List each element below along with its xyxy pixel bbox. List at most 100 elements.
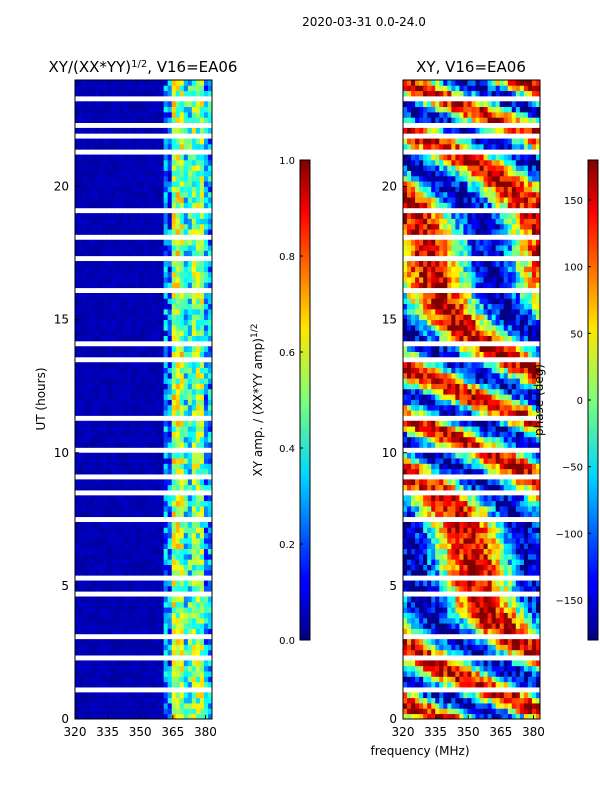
heatmap-cell [195, 442, 201, 448]
heatmap-cell [415, 601, 420, 608]
heatmap-cell [479, 495, 484, 502]
heatmap-cell [143, 138, 148, 145]
heatmap-cell [423, 521, 428, 528]
heatmap-cell [151, 223, 156, 230]
heatmap-cell [175, 197, 181, 203]
heatmap-cell [531, 479, 537, 486]
heatmap-cell [147, 314, 152, 321]
heatmap-cell [431, 681, 436, 688]
heatmap-cell [519, 463, 525, 470]
heatmap-cell [147, 458, 152, 464]
heatmap-cell [119, 159, 124, 166]
heatmap-cell [119, 239, 124, 246]
heatmap-cell [167, 580, 173, 587]
heatmap-cell [431, 665, 436, 672]
heatmap-cell [127, 628, 132, 635]
heatmap-cell [135, 692, 140, 699]
heatmap-cell [99, 143, 104, 150]
heatmap-cell [187, 484, 193, 491]
heatmap-cell [195, 90, 201, 97]
heatmap-cell [91, 351, 96, 358]
heatmap-cell [95, 596, 100, 603]
heatmap-cell [175, 564, 181, 571]
heatmap-cell [163, 186, 169, 193]
heatmap-cell [107, 708, 112, 715]
heatmap-cell [171, 553, 177, 560]
heatmap-cell [95, 521, 100, 528]
heatmap-cell [107, 623, 112, 629]
heatmap-cell [191, 372, 197, 379]
heatmap-cell [115, 713, 120, 720]
heatmap-cell [175, 85, 181, 92]
heatmap-cell [507, 596, 513, 603]
heatmap-cell [187, 468, 193, 475]
heatmap-cell [139, 143, 144, 150]
heatmap-cell [523, 442, 529, 448]
heatmap-cell [495, 532, 501, 539]
heatmap-cell [79, 218, 84, 225]
heatmap-cell [87, 223, 92, 230]
heatmap-cell [139, 596, 144, 603]
heatmap-cell [91, 170, 96, 177]
heatmap-cell [103, 506, 108, 512]
heatmap-cell [207, 660, 213, 667]
heatmap-cell [107, 80, 112, 86]
heatmap-cell [491, 585, 497, 592]
heatmap-cell [167, 665, 173, 672]
heatmap-cell [167, 197, 173, 203]
heatmap-cell [155, 628, 161, 635]
heatmap-cell [123, 106, 128, 113]
heatmap-cell [191, 346, 197, 352]
heatmap-cell [491, 697, 497, 704]
heatmap-cell [475, 644, 480, 651]
heatmap-cell [83, 585, 88, 592]
heatmap-cell [103, 559, 108, 565]
heatmap-cell [131, 346, 136, 352]
heatmap-cell [87, 452, 92, 459]
heatmap-cell [491, 442, 497, 448]
heatmap-cell [503, 585, 509, 592]
heatmap-cell [203, 479, 209, 486]
heatmap-cell [443, 692, 448, 699]
heatmap-cell [531, 532, 537, 539]
heatmap-cell [463, 607, 468, 613]
heatmap-cell [155, 223, 161, 230]
heatmap-cell [415, 484, 420, 491]
heatmap-cell [199, 111, 205, 118]
heatmap-cell [115, 708, 120, 715]
heatmap-cell [487, 479, 493, 486]
heatmap-cell [187, 383, 193, 390]
heatmap-cell [99, 708, 104, 715]
heatmap-cell [479, 458, 484, 464]
heatmap-cell [155, 442, 161, 448]
heatmap-cell [171, 165, 177, 171]
heatmap-cell [123, 479, 128, 486]
heatmap-cell [99, 106, 104, 113]
heatmap-cell [155, 601, 161, 608]
heatmap-cell [99, 271, 104, 278]
heatmap-cell [195, 117, 201, 123]
heatmap-cell [159, 537, 165, 544]
heatmap-cell [171, 399, 177, 406]
heatmap-cell [451, 527, 456, 534]
heatmap-cell [115, 261, 120, 267]
heatmap-cell [187, 298, 193, 305]
heatmap-cell [171, 612, 177, 619]
heatmap-cell [107, 351, 112, 358]
heatmap-cell [199, 585, 205, 592]
heatmap-cell [187, 623, 193, 629]
heatmap-cell [167, 165, 173, 171]
heatmap-cell [491, 703, 497, 709]
heatmap-cell [467, 703, 472, 709]
heatmap-cell [135, 628, 140, 635]
heatmap-cell [515, 484, 521, 491]
heatmap-cell [207, 277, 213, 283]
heatmap-cell [123, 298, 128, 305]
heatmap-cell [119, 170, 124, 177]
heatmap-cell [467, 692, 472, 699]
heatmap-cell [79, 106, 84, 113]
heatmap-cell [91, 362, 96, 368]
heatmap-cell [187, 143, 193, 150]
heatmap-cell [87, 101, 92, 108]
heatmap-cell [139, 261, 144, 267]
